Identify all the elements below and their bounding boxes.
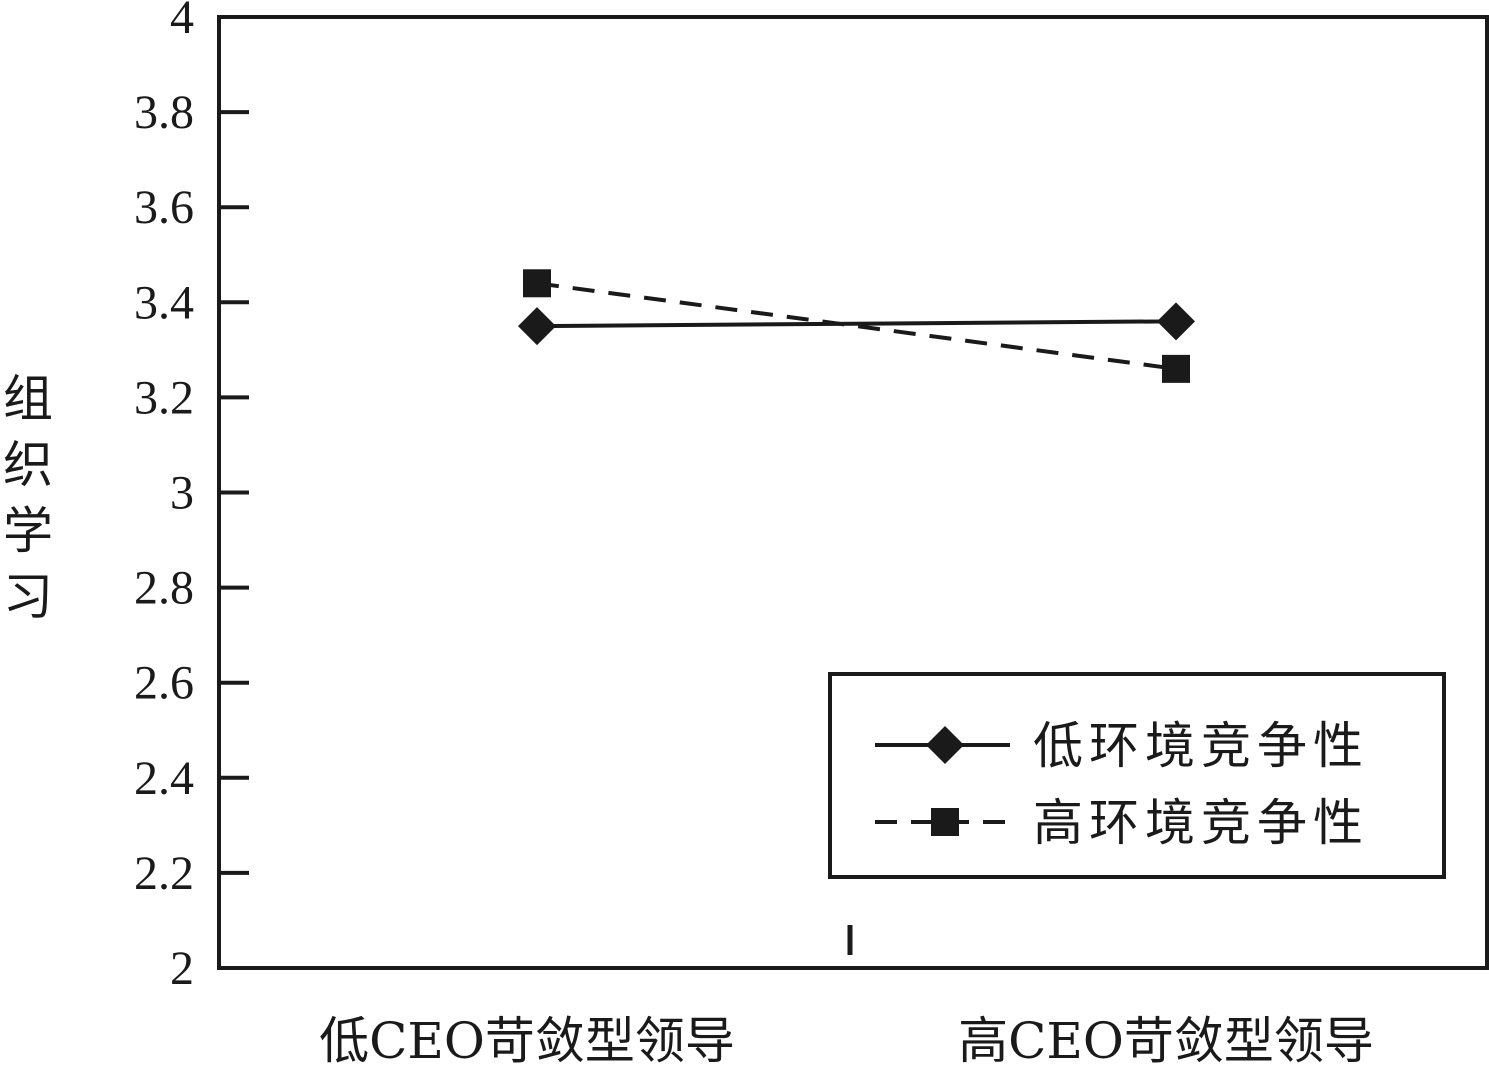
- y-axis-title: 组织学习: [3, 370, 53, 626]
- series-line-0: [536, 319, 1177, 329]
- y-tick-label: 2.2: [134, 847, 194, 900]
- y-tick-label: 2.8: [134, 562, 194, 615]
- series-layer: [518, 269, 1195, 383]
- y-tick-label: 4: [170, 0, 194, 44]
- y-tick-label: 3.8: [134, 86, 194, 139]
- x-axis: 低CEO苛敛型领导 高CEO苛敛型领导: [319, 1012, 1374, 1066]
- y-tick-label: 3.2: [134, 371, 194, 424]
- series-1-point: [523, 269, 551, 298]
- legend-label-1: 高环境竞争性: [1033, 794, 1369, 852]
- y-axis-label: 组织学习: [3, 370, 53, 626]
- x-category-label: 低CEO苛敛型领导: [319, 1012, 735, 1066]
- y-tick-label: 3.4: [134, 276, 194, 329]
- legend-marker-1: [931, 808, 959, 836]
- y-tick-label: 2.4: [134, 752, 194, 805]
- y-axis: 2 2.2 2.4 2.6 2.8 3 3.2 3.4 3.6 3.8 4: [134, 0, 249, 995]
- legend-label-0: 低环境竞争性: [1033, 717, 1369, 775]
- series-0-point: [518, 307, 556, 346]
- y-tick-label: 3.6: [134, 181, 194, 234]
- series-1-point: [1162, 354, 1190, 383]
- legend-marker-0: [926, 726, 964, 764]
- x-category-label: 高CEO苛敛型领导: [958, 1012, 1374, 1066]
- series-0-point: [1157, 302, 1195, 341]
- y-tick-label: 2.6: [134, 657, 194, 710]
- y-tick-label: 3: [170, 467, 194, 520]
- legend-box: [828, 672, 1446, 879]
- y-tick-label: 2: [170, 942, 194, 995]
